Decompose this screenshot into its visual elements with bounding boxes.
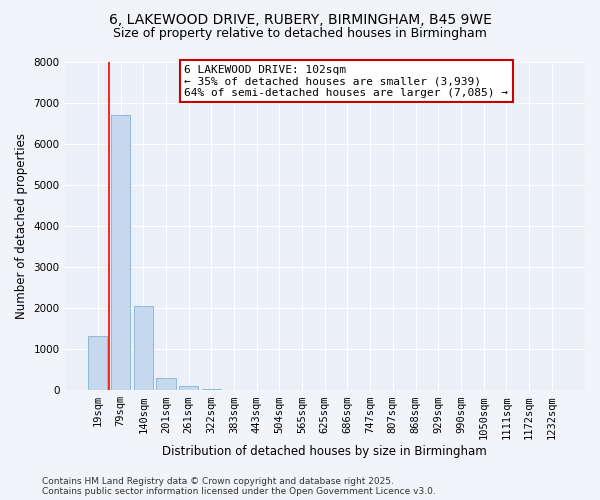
Text: Size of property relative to detached houses in Birmingham: Size of property relative to detached ho… — [113, 28, 487, 40]
Y-axis label: Number of detached properties: Number of detached properties — [15, 133, 28, 319]
Bar — [111, 115, 130, 390]
Bar — [88, 336, 107, 390]
Text: Contains HM Land Registry data © Crown copyright and database right 2025.
Contai: Contains HM Land Registry data © Crown c… — [42, 476, 436, 496]
Bar — [179, 386, 198, 390]
Text: 6 LAKEWOOD DRIVE: 102sqm
← 35% of detached houses are smaller (3,939)
64% of sem: 6 LAKEWOOD DRIVE: 102sqm ← 35% of detach… — [184, 65, 508, 98]
Bar — [202, 389, 221, 390]
Bar — [156, 378, 176, 390]
X-axis label: Distribution of detached houses by size in Birmingham: Distribution of detached houses by size … — [163, 444, 487, 458]
Bar — [134, 306, 153, 390]
Text: 6, LAKEWOOD DRIVE, RUBERY, BIRMINGHAM, B45 9WE: 6, LAKEWOOD DRIVE, RUBERY, BIRMINGHAM, B… — [109, 12, 491, 26]
